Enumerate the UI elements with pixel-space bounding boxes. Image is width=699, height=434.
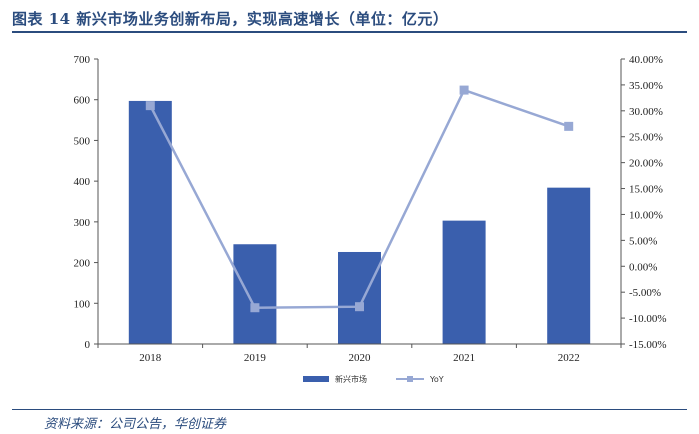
legend-swatch-bar <box>303 376 329 382</box>
left-tick-label: 100 <box>74 298 91 310</box>
chart-title: 图表 14 新兴市场业务创新布局，实现高速增长（单位：亿元） <box>12 10 449 28</box>
right-tick-label: 10.00% <box>629 209 663 221</box>
yoy-point-2018 <box>145 101 155 111</box>
bar-2018 <box>128 100 172 344</box>
right-tick-label: 30.00% <box>629 106 663 118</box>
right-tick-label: 15.00% <box>629 184 663 196</box>
right-tick-label: 0.00% <box>629 261 657 273</box>
x-tick-label: 2020 <box>349 352 372 364</box>
left-tick-label: 700 <box>74 54 91 66</box>
right-tick-label: 5.00% <box>629 235 657 247</box>
right-tick-label: 25.00% <box>629 132 663 144</box>
bar-2019 <box>233 244 277 344</box>
yoy-point-2021 <box>459 85 469 95</box>
legend-label-line: YoY <box>429 375 444 384</box>
left-tick-label: 600 <box>74 95 91 107</box>
yoy-point-2020 <box>355 302 364 312</box>
left-tick-label: 500 <box>74 135 91 147</box>
legend-label-bar: 新兴市场 <box>335 374 367 384</box>
source-note: 资料来源：公司公告，华创证券 <box>44 417 227 432</box>
right-tick-label: -15.00% <box>629 339 667 351</box>
x-tick-label: 2022 <box>558 352 580 364</box>
left-tick-label: 200 <box>74 258 91 270</box>
right-tick-label: -5.00% <box>629 287 661 299</box>
yoy-point-2022 <box>564 121 574 131</box>
x-tick-label: 2018 <box>139 352 162 364</box>
title-divider <box>12 31 687 33</box>
left-tick-label: 300 <box>74 217 91 229</box>
left-tick-label: 0 <box>85 339 91 351</box>
right-tick-label: 40.00% <box>629 54 663 66</box>
source-divider <box>12 409 687 410</box>
bar-2021 <box>442 220 486 344</box>
right-tick-label: -10.00% <box>629 313 667 325</box>
left-tick-label: 400 <box>74 176 91 188</box>
bar-2020 <box>338 251 381 344</box>
x-tick-label: 2021 <box>453 352 475 364</box>
right-tick-label: 20.00% <box>629 158 663 170</box>
x-tick-label: 2019 <box>244 352 267 364</box>
bar-2022 <box>547 187 591 344</box>
yoy-point-2019 <box>250 303 260 313</box>
legend-swatch-marker <box>407 376 413 382</box>
right-tick-label: 35.00% <box>629 80 663 92</box>
